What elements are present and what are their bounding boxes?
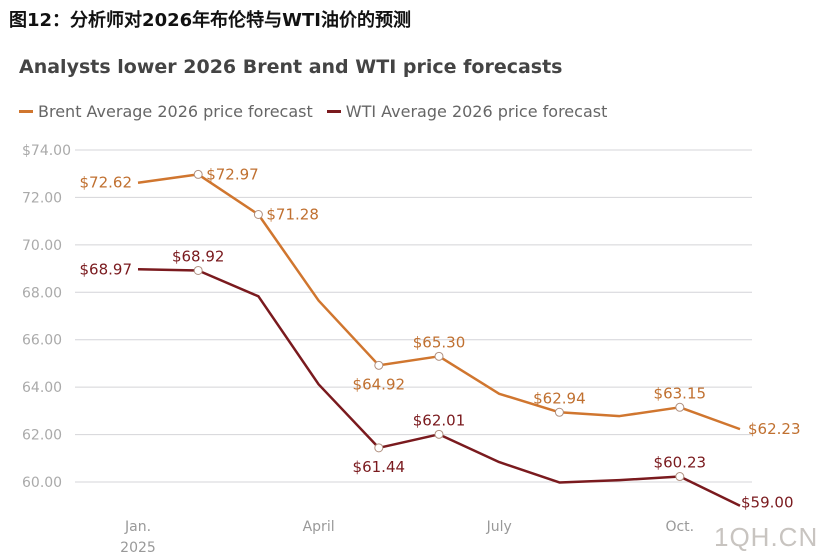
y-tick-label: 68.00 [22, 285, 62, 301]
data-label: $62.23 [748, 420, 801, 438]
y-tick-label: 72.00 [22, 190, 62, 206]
data-point-marker [675, 402, 685, 412]
legend-label-wti: WTI Average 2026 price forecast [345, 102, 608, 121]
data-label: $68.97 [80, 260, 133, 278]
data-label: $72.62 [80, 174, 133, 192]
data-label: $61.44 [353, 458, 406, 476]
data-point-marker [193, 265, 203, 275]
x-tick-label: July [486, 519, 512, 535]
y-tick-label: 64.00 [22, 380, 62, 396]
data-point-marker [675, 472, 685, 482]
legend-swatch-wti [326, 110, 341, 113]
x-tick-sublabel: 2025 [120, 540, 156, 556]
x-tick-label: April [303, 519, 335, 535]
y-tick-label: $74.00 [22, 143, 71, 159]
legend-swatch-brent [19, 110, 33, 113]
data-label: $60.23 [654, 454, 707, 472]
x-tick-label: Jan. [124, 519, 151, 535]
data-label: $71.28 [266, 206, 319, 224]
figure-title: 图12：分析师对2026年布伦特与WTI油价的预测 [9, 10, 411, 31]
data-point-marker [253, 210, 263, 220]
data-point-marker [374, 360, 384, 370]
data-label: $65.30 [413, 333, 466, 351]
legend-brent: Brent Average 2026 price forecast [19, 102, 313, 121]
data-point-marker [434, 429, 444, 439]
data-label: $68.92 [172, 247, 225, 265]
data-label: $63.15 [654, 384, 707, 402]
data-label: $62.94 [533, 389, 586, 407]
legend-wti: WTI Average 2026 price forecast [326, 102, 608, 121]
data-point-marker [554, 407, 564, 417]
x-tick-label: Oct. [665, 519, 694, 535]
series-line-brent [137, 173, 741, 431]
watermark: 1QH.CN [714, 522, 819, 552]
legend: Brent Average 2026 price forecast WTI Av… [19, 102, 607, 121]
data-label: $72.97 [206, 165, 259, 183]
legend-label-brent: Brent Average 2026 price forecast [38, 102, 313, 121]
data-label: $64.92 [353, 375, 406, 393]
chart-title: Analysts lower 2026 Brent and WTI price … [19, 56, 563, 78]
data-point-marker [434, 351, 444, 361]
y-tick-label: 62.00 [22, 428, 62, 444]
y-tick-label: 70.00 [22, 238, 62, 254]
data-label: $59.00 [741, 494, 794, 512]
data-point-marker [193, 169, 203, 179]
y-tick-label: 60.00 [22, 475, 62, 491]
y-tick-label: 66.00 [22, 333, 62, 349]
data-point-marker [374, 443, 384, 453]
data-label: $62.01 [413, 411, 466, 429]
